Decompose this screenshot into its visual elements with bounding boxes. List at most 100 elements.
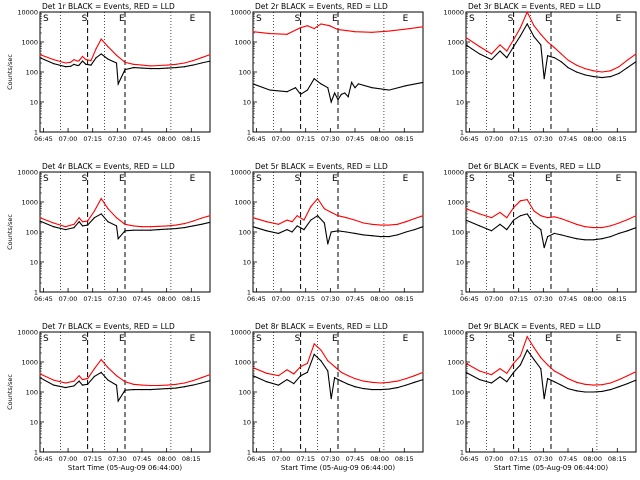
end-marker-label: E (190, 14, 196, 24)
data-point-lld (73, 380, 75, 382)
data-point-events (413, 229, 416, 231)
data-point-events (618, 232, 620, 234)
x-tick-label: 06:45 (460, 455, 479, 463)
end-marker-label: E (332, 334, 338, 344)
data-point-events (340, 380, 342, 382)
data-point-events (526, 23, 528, 25)
data-point-events (166, 228, 169, 230)
x-tick-label: 07:00 (59, 135, 78, 143)
x-axis-label: Start Time (05-Aug-09 06:44:00) (494, 464, 608, 472)
data-point-events (73, 227, 75, 229)
data-point-lld (618, 222, 620, 224)
data-point-events (609, 389, 612, 391)
data-point-events (175, 387, 177, 389)
data-point-lld (334, 366, 336, 368)
data-point-lld (158, 384, 160, 387)
x-tick-label: 07:15 (509, 135, 528, 143)
panel-title: Det 9r BLACK = Events, RED = LLD (468, 322, 601, 331)
data-point-lld (479, 370, 481, 372)
data-point-events (252, 83, 254, 85)
data-point-lld (479, 46, 481, 48)
data-point-events (592, 391, 595, 393)
data-point-events (609, 236, 612, 238)
data-point-lld (149, 65, 152, 67)
data-point-events (519, 215, 522, 217)
data-point-lld (465, 362, 467, 364)
data-point-events (87, 224, 89, 226)
data-point-events (626, 67, 629, 69)
data-point-lld (547, 41, 549, 43)
data-point-lld (107, 367, 109, 369)
data-point-lld (533, 25, 535, 27)
data-point-events (362, 387, 365, 390)
data-point-lld (618, 66, 620, 68)
data-point-events (330, 398, 332, 400)
panel-title: Det 5r BLACK = Events, RED = LLD (255, 162, 388, 171)
data-point-lld (354, 219, 356, 221)
y-tick-label: 1 (460, 129, 464, 137)
data-point-lld (422, 215, 424, 217)
data-point-events (141, 229, 143, 231)
data-point-events (553, 57, 556, 59)
data-point-events (100, 213, 102, 215)
data-point-events (609, 76, 612, 78)
data-point-events (209, 60, 211, 62)
end-marker-label: E (119, 174, 125, 184)
data-point-events (344, 92, 346, 94)
x-tick-label: 07:45 (346, 455, 365, 463)
data-point-lld (313, 27, 315, 30)
data-point-events (540, 44, 542, 46)
data-point-events (306, 371, 308, 374)
y-tick-label: 10000 (17, 169, 38, 177)
data-point-lld (388, 224, 390, 226)
data-point-events (560, 384, 562, 386)
data-point-lld (371, 223, 373, 225)
data-point-lld (540, 215, 542, 217)
data-point-lld (584, 67, 586, 70)
data-point-lld (533, 210, 535, 212)
data-point-events (107, 221, 109, 223)
data-point-lld (303, 219, 305, 221)
data-point-events (547, 377, 549, 380)
data-point-events (192, 64, 194, 66)
data-point-lld (465, 208, 467, 210)
data-point-events (200, 223, 203, 225)
data-point-lld (39, 54, 41, 56)
data-point-events (379, 236, 382, 238)
data-point-events (100, 53, 102, 55)
data-point-events (345, 231, 348, 233)
end-marker-label: E (119, 14, 125, 24)
data-point-events (132, 67, 135, 69)
y-tick-label: 1 (247, 129, 251, 137)
data-point-events (192, 384, 194, 386)
data-point-events (107, 58, 109, 60)
start-marker-label: S (469, 174, 475, 184)
end-marker-label: E (545, 14, 551, 24)
data-point-lld (269, 33, 271, 35)
data-point-events (327, 370, 329, 372)
data-point-events (296, 225, 298, 227)
data-point-events (371, 389, 373, 391)
data-point-lld (337, 28, 339, 31)
data-point-lld (175, 224, 177, 226)
data-point-events (70, 65, 72, 67)
data-point-lld (396, 380, 399, 382)
x-tick-label: 07:15 (296, 455, 315, 463)
data-point-lld (609, 225, 612, 227)
data-point-events (601, 390, 603, 392)
data-point-events (519, 35, 522, 37)
data-point-lld (519, 355, 522, 357)
start-marker-label: S (82, 174, 88, 184)
y-tick-label: 10 (456, 259, 464, 267)
data-point-lld (635, 53, 637, 55)
x-tick-label: 07:00 (272, 455, 291, 463)
data-point-events (124, 69, 126, 71)
data-point-lld (124, 381, 126, 383)
data-point-events (553, 381, 556, 383)
data-point-events (183, 227, 186, 229)
data-point-lld (310, 206, 312, 208)
data-point-lld (90, 59, 92, 62)
data-point-lld (107, 208, 109, 210)
data-point-events (379, 389, 382, 391)
data-point-lld (337, 215, 339, 217)
